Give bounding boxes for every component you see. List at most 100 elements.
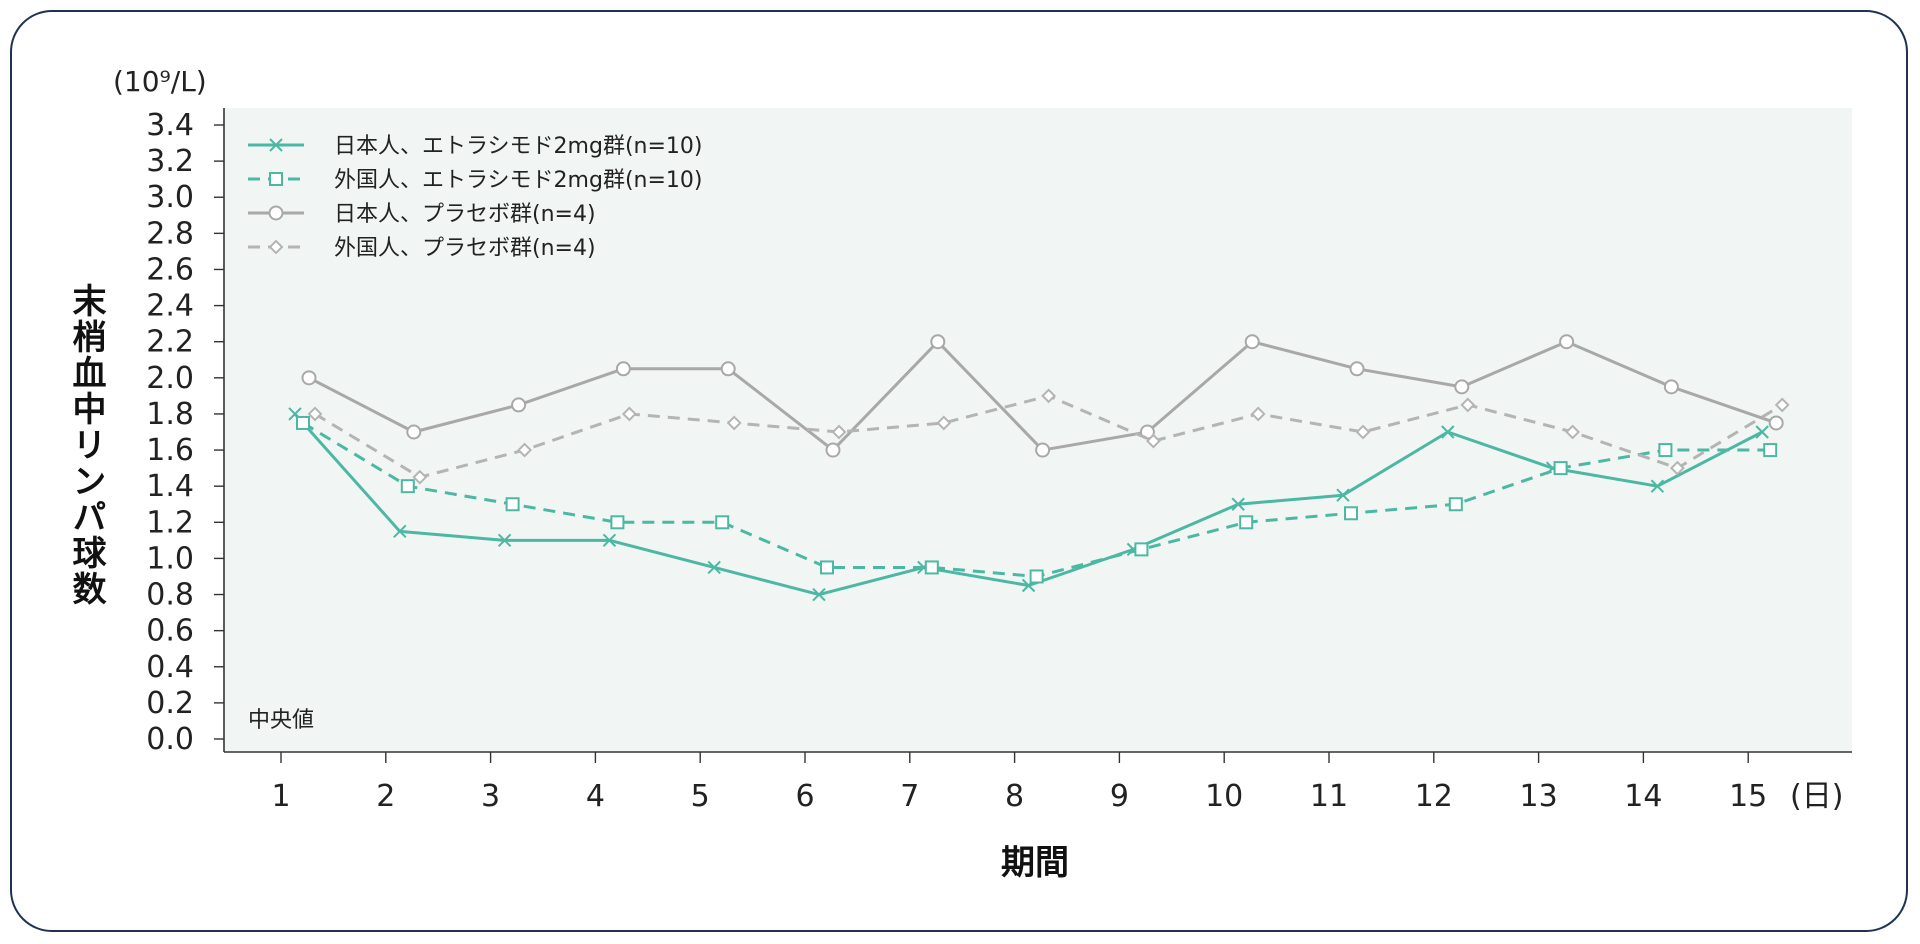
y-tick-label: 2.4 xyxy=(146,289,194,324)
legend-label: 外国人、プラセボ群(n=4) xyxy=(334,236,596,261)
legend-label: 日本人、プラセボ群(n=4) xyxy=(334,202,596,227)
series-4 xyxy=(307,388,1790,485)
data-point xyxy=(1041,388,1057,404)
data-point xyxy=(1145,433,1161,449)
data-point xyxy=(301,370,317,386)
data-point xyxy=(1663,379,1679,395)
x-axis-title: 期間 xyxy=(1001,843,1069,883)
legend-marker xyxy=(269,172,283,186)
data-point xyxy=(1768,415,1784,431)
series-layer xyxy=(288,334,1790,602)
data-point xyxy=(924,560,939,575)
data-point xyxy=(825,442,841,458)
data-point xyxy=(610,515,625,530)
y-axis-title: 末梢血中リンパ球数 xyxy=(66,283,106,607)
x-tick-label: 12 xyxy=(1415,779,1453,814)
data-point xyxy=(831,424,847,440)
data-point xyxy=(296,415,310,430)
data-point xyxy=(1669,460,1685,476)
legend: 日本人、エトラシモド2mg群(n=10) 外国人、エトラシモド2mg群(n=10)… xyxy=(248,134,703,261)
legend-label: 日本人、エトラシモド2mg群(n=10) xyxy=(334,134,703,159)
x-tick-label: 14 xyxy=(1624,779,1662,814)
data-point xyxy=(511,397,527,413)
y-tick-label: 0.0 xyxy=(146,722,194,757)
legend-marker xyxy=(268,205,284,221)
data-point xyxy=(726,415,742,431)
data-point xyxy=(1650,479,1665,493)
data-point xyxy=(1755,425,1769,439)
x-tick-label: 1 xyxy=(271,779,290,814)
data-point xyxy=(412,469,428,485)
data-point xyxy=(406,424,422,440)
data-point xyxy=(400,479,415,494)
data-point xyxy=(307,406,323,422)
x-tick-label: 10 xyxy=(1205,779,1243,814)
data-point xyxy=(1454,379,1470,395)
y-tick-label: 3.4 xyxy=(146,108,194,143)
x-tick-label: 2 xyxy=(376,779,395,814)
data-point xyxy=(1763,443,1778,458)
y-tick-label: 0.8 xyxy=(146,578,194,613)
y-tick-label: 2.0 xyxy=(146,361,194,396)
x-tick-label: 3 xyxy=(481,779,500,814)
x-tick-label: 4 xyxy=(586,779,605,814)
y-tick-label: 0.6 xyxy=(146,614,194,649)
data-point xyxy=(930,334,946,350)
y-tick-label: 3.2 xyxy=(146,144,194,179)
data-point xyxy=(720,361,736,377)
data-point xyxy=(936,415,952,431)
data-point xyxy=(820,560,834,575)
x-tick-label: 6 xyxy=(795,779,814,814)
median-note: 中央値 xyxy=(248,708,314,733)
y-tick-label: 2.6 xyxy=(146,252,194,287)
y-unit-label: (10⁹/L) xyxy=(113,65,207,98)
legend-item: 日本人、エトラシモド2mg群(n=10) xyxy=(248,134,703,159)
data-point xyxy=(1355,424,1371,440)
x-unit-label: (日) xyxy=(1790,779,1843,814)
x-tick-label: 13 xyxy=(1520,779,1558,814)
y-tick-label: 1.6 xyxy=(146,433,194,468)
series-2 xyxy=(296,415,1778,584)
x-tick-label: 11 xyxy=(1310,779,1348,814)
data-point xyxy=(1658,443,1673,458)
y-tick-label: 1.2 xyxy=(146,505,194,540)
x-tick-label: 5 xyxy=(691,779,710,814)
data-point xyxy=(1565,424,1581,440)
data-point xyxy=(1139,424,1155,440)
y-tick-label: 0.2 xyxy=(146,686,194,721)
data-point xyxy=(1239,515,1254,530)
data-point xyxy=(1244,334,1260,350)
plot-background xyxy=(224,108,1852,752)
legend-item: 日本人、プラセボ群(n=4) xyxy=(248,202,596,227)
y-tick-label: 3.0 xyxy=(146,180,194,215)
legend-item: 外国人、エトラシモド2mg群(n=10) xyxy=(248,168,703,193)
data-point xyxy=(602,533,617,548)
data-point xyxy=(1250,406,1266,422)
data-point xyxy=(1336,488,1350,502)
y-tick-label: 1.8 xyxy=(146,397,194,432)
y-tick-label: 1.4 xyxy=(146,469,194,504)
y-tick-label: 2.2 xyxy=(146,325,194,360)
data-point xyxy=(393,524,407,539)
x-tick-label: 15 xyxy=(1729,779,1767,814)
data-point xyxy=(615,361,631,377)
legend-item: 外国人、プラセボ群(n=4) xyxy=(248,236,596,261)
legend-marker xyxy=(268,239,284,255)
x-tick-label: 9 xyxy=(1110,779,1129,814)
x-tick-label: 8 xyxy=(1005,779,1024,814)
data-point xyxy=(812,587,826,602)
y-tick-label: 0.4 xyxy=(146,650,194,685)
legend-label: 外国人、エトラシモド2mg群(n=10) xyxy=(334,168,703,193)
data-point xyxy=(1134,542,1149,557)
data-point xyxy=(1448,497,1463,512)
data-point xyxy=(1553,461,1568,476)
data-point xyxy=(1349,361,1365,377)
data-point xyxy=(1344,506,1358,521)
data-point xyxy=(1035,442,1051,458)
legend-marker xyxy=(269,138,283,152)
data-point xyxy=(505,497,520,512)
data-point xyxy=(715,515,730,530)
data-point xyxy=(517,442,533,458)
data-point xyxy=(621,406,637,422)
